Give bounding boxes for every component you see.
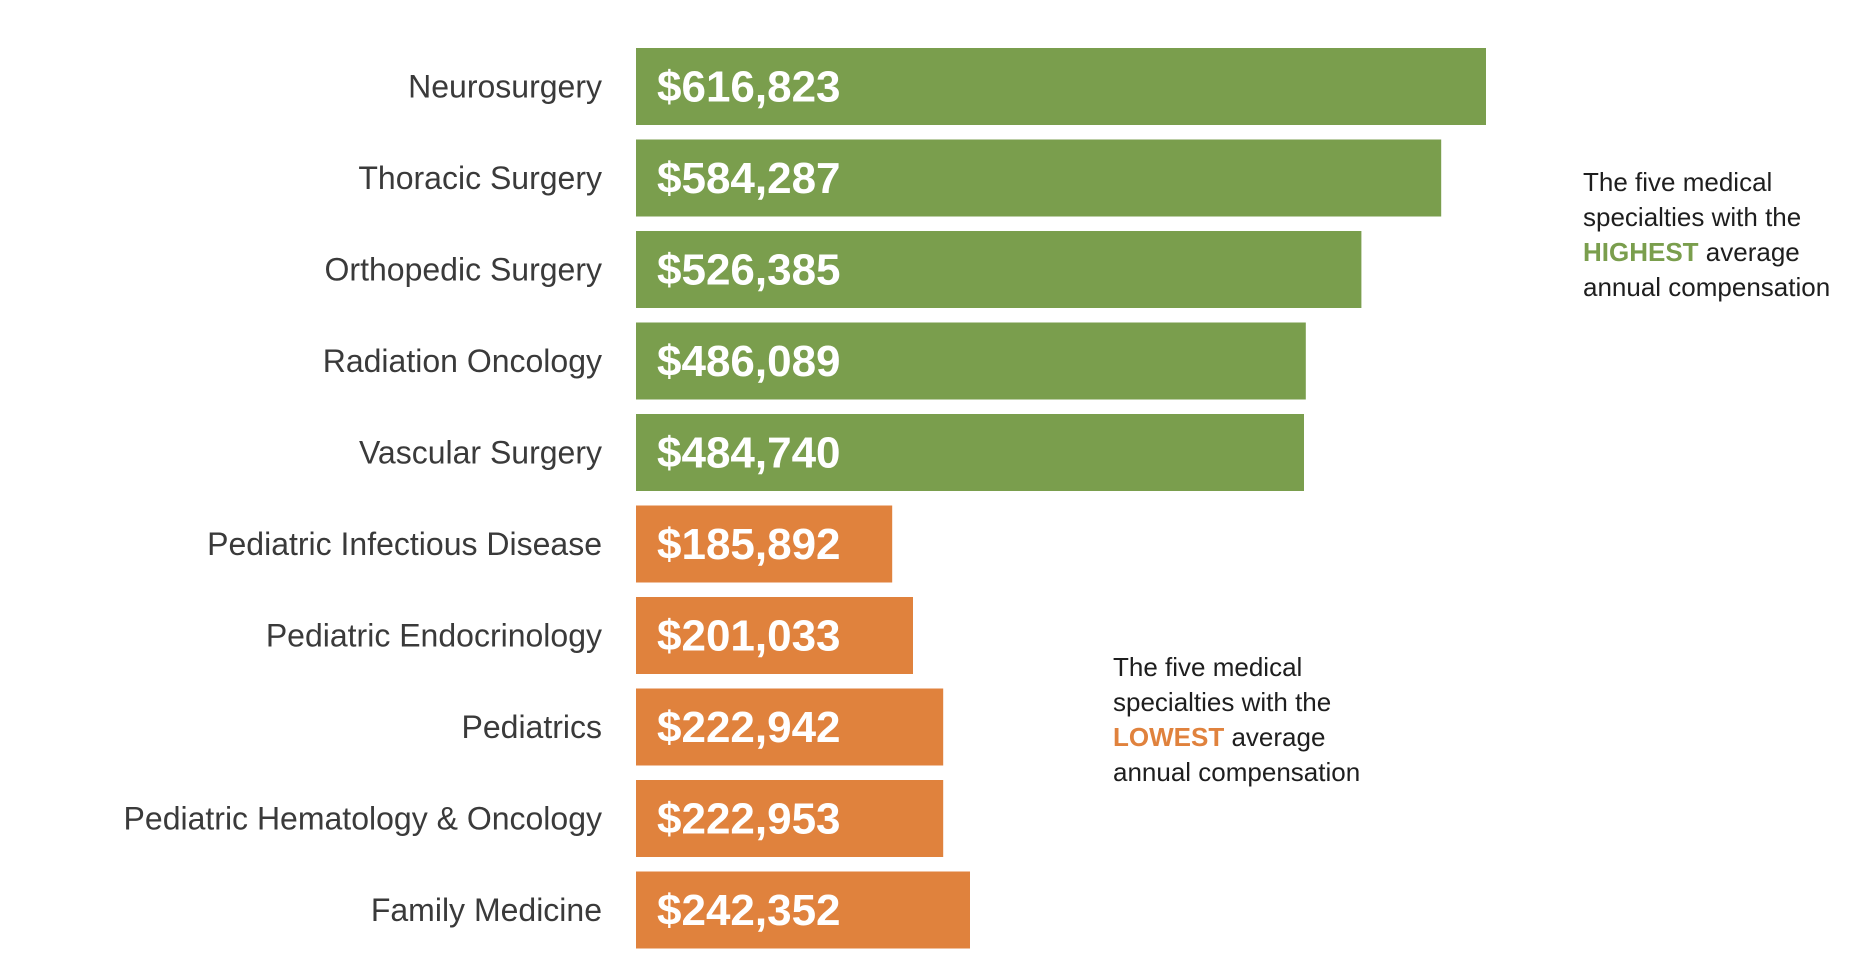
category-label: Pediatric Infectious Disease	[207, 526, 602, 562]
value-label: $201,033	[657, 612, 841, 661]
value-label: $484,740	[657, 429, 841, 478]
annotation-highest-line-3: HIGHEST average	[1583, 237, 1800, 267]
category-label: Neurosurgery	[408, 69, 602, 105]
value-labels: $616,823 $584,287 $526,385 $486,089 $484,740…	[657, 63, 841, 936]
bar-radiation-oncology	[636, 322, 1306, 400]
annotation-highest-emphasis: HIGHEST	[1583, 237, 1699, 267]
category-label: Pediatric Endocrinology	[266, 618, 602, 654]
value-label: $222,953	[657, 795, 841, 844]
bar-neurosurgery	[636, 48, 1486, 125]
category-label: Vascular Surgery	[359, 435, 602, 471]
value-label: $242,352	[657, 886, 841, 935]
category-label: Radiation Oncology	[323, 343, 602, 379]
annotation-lowest-line-3: LOWEST average	[1113, 722, 1326, 752]
annotation-lowest: The five medical specialties with the LO…	[1113, 650, 1360, 790]
annotation-lowest-line-2: specialties with the	[1113, 687, 1332, 717]
value-label: $185,892	[657, 520, 841, 569]
bar-pediatric-infectious-disease	[636, 505, 893, 583]
bar-pediatrics	[636, 688, 944, 766]
category-label: Family Medicine	[371, 892, 602, 928]
annotation-highest-line-4: annual compensation	[1583, 272, 1831, 302]
value-label: $584,287	[657, 154, 841, 203]
bar-group	[636, 48, 1486, 949]
annotation-lowest-line-1: The five medical	[1113, 652, 1303, 682]
category-labels: Neurosurgery Thoracic Surgery Orthopedic S…	[124, 69, 602, 929]
annotation-lowest-line-4: annual compensation	[1113, 757, 1361, 787]
annotation-lowest-emphasis: LOWEST	[1113, 722, 1225, 752]
annotation-highest: The five medical specialties with the HI…	[1583, 165, 1830, 305]
bar-family-medicine	[636, 871, 970, 949]
category-label: Thoracic Surgery	[358, 160, 602, 196]
category-label: Pediatric Hematology & Oncology	[124, 801, 602, 837]
annotation-highest-line-2: specialties with the	[1583, 202, 1802, 232]
category-label: Pediatrics	[462, 709, 603, 745]
value-label: $486,089	[657, 337, 841, 386]
bar-pediatric-endocrinology	[636, 597, 913, 674]
value-label: $222,942	[657, 703, 841, 752]
bar-vascular-surgery	[636, 414, 1304, 491]
bar-orthopedic-surgery	[636, 231, 1362, 308]
value-label: $616,823	[657, 63, 841, 112]
value-label: $526,385	[657, 246, 841, 295]
annotation-highest-line-1: The five medical	[1583, 167, 1773, 197]
bar-pediatric-hematology-oncology	[636, 780, 944, 857]
category-label: Orthopedic Surgery	[325, 252, 602, 288]
bar-thoracic-surgery	[636, 139, 1442, 217]
